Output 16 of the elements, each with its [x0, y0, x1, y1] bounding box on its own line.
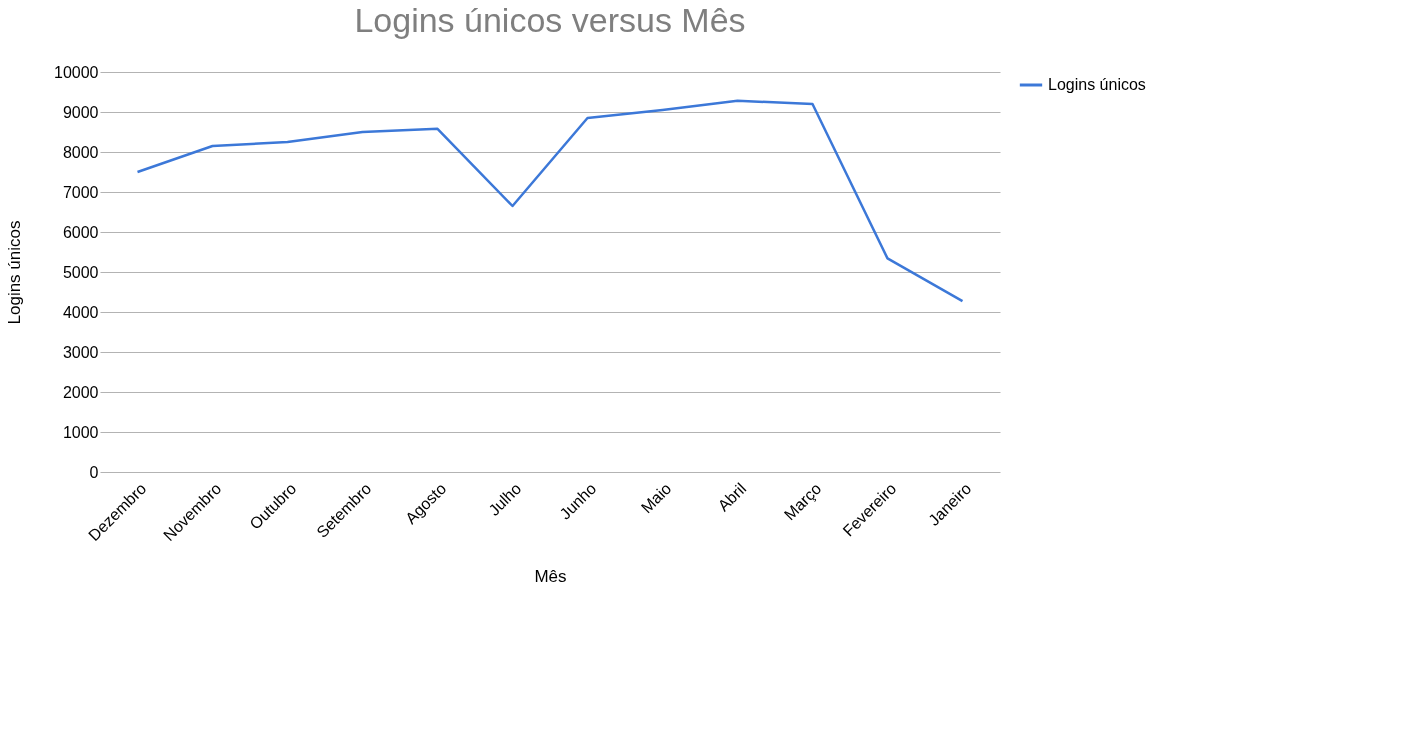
- y-tick-label: 9000: [62, 103, 99, 121]
- y-tick-label: 6000: [62, 223, 99, 241]
- line-series: [136, 99, 964, 303]
- y-tick-label: 0: [89, 463, 99, 481]
- y-tick-label: 5000: [62, 263, 99, 281]
- y-axis-title: Logins únicos: [5, 220, 25, 325]
- y-tick-label: 7000: [62, 183, 99, 201]
- chart-title: Logins únicos versus Mês: [354, 1, 746, 39]
- y-tick-label: 10000: [54, 63, 99, 81]
- legend-label: Logins únicos: [1048, 76, 1146, 93]
- y-tick-label: 3000: [62, 343, 99, 361]
- y-tick-label: 8000: [62, 143, 99, 161]
- x-axis-title: Mês: [534, 567, 567, 586]
- y-tick-label: 2000: [62, 383, 99, 401]
- y-tick-label: 1000: [62, 423, 99, 441]
- y-tick-label: 4000: [62, 303, 99, 321]
